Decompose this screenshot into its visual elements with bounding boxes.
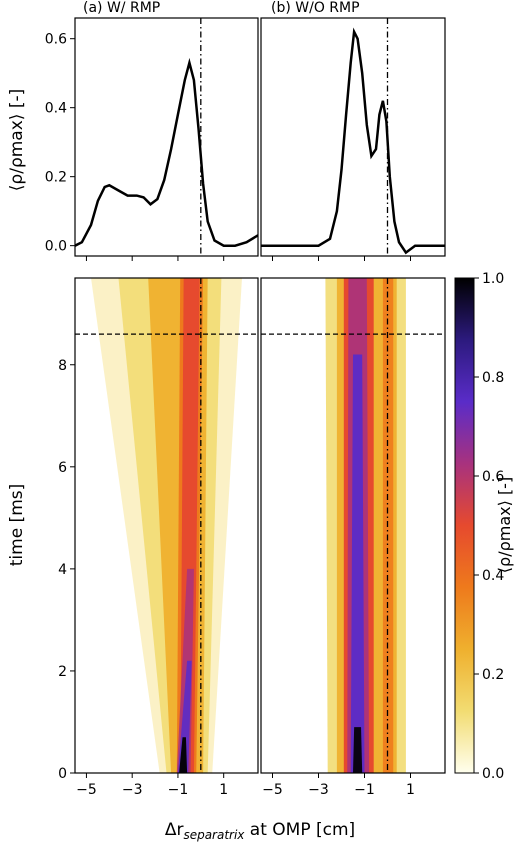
x-tick-label: 1 — [219, 782, 228, 798]
x-tick-label: −5 — [76, 782, 97, 798]
y-tick-label: 0.6 — [45, 32, 67, 48]
colorbar-tick-label: 0.4 — [482, 568, 504, 584]
profile-line-a — [75, 57, 258, 247]
axis-ticks: −5 −3 −1 1 −5 −3 −1 1 0.0 0.2 0.4 0.6 0 2 4 6 8 — [45, 32, 415, 798]
x-tick-label: −1 — [168, 782, 189, 798]
bottom-ylabel: time [ms] — [7, 484, 27, 567]
y-tick-label: 4 — [58, 562, 67, 578]
axes-frame-top-b — [260, 17, 446, 257]
top-ylabel: ⟨ρ/ρmax⟩ [-] — [7, 89, 27, 191]
colorbar-tick-label: 0.6 — [482, 469, 504, 485]
y-tick-label: 0 — [58, 766, 67, 782]
colorbar-tick-label: 1.0 — [482, 271, 504, 287]
axes-frame-bottom-b — [260, 277, 446, 774]
colorbar-tick-label: 0.2 — [482, 667, 504, 683]
y-tick-label: 8 — [58, 358, 67, 374]
y-tick-label: 6 — [58, 460, 67, 476]
axes-frame-top-a — [74, 17, 259, 257]
x-tick-label: −5 — [262, 782, 283, 798]
heatmap-b — [261, 278, 445, 773]
x-tick-label: −3 — [308, 782, 329, 798]
colorbar-tick-label: 0.0 — [482, 766, 504, 782]
colorbar-label: ⟨ρ/ρmax⟩ [-] — [495, 477, 514, 573]
colorbar — [454, 277, 475, 774]
panel-b-title: (b) W/O RMP — [271, 0, 360, 16]
y-tick-label: 0.4 — [45, 101, 67, 117]
x-tick-label: −1 — [354, 782, 375, 798]
colorbar-tick-label: 0.8 — [482, 370, 504, 386]
y-tick-label: 2 — [58, 664, 67, 680]
panel-a-title: (a) W/ RMP — [83, 0, 160, 16]
x-tick-label: −3 — [122, 782, 143, 798]
x-tick-label: 1 — [406, 782, 415, 798]
y-tick-label: 0.2 — [45, 170, 67, 186]
shared-xlabel: Δrseparatrix at OMP [cm] — [165, 820, 355, 842]
heatmap-a — [75, 278, 258, 773]
colorbar-ticks: 0.0 0.2 0.4 0.6 0.8 1.0 — [474, 271, 504, 782]
axes-frame-bottom-a — [74, 277, 259, 774]
reference-lines — [75, 18, 445, 773]
y-tick-label: 0.0 — [45, 239, 67, 255]
profile-line-b — [261, 27, 445, 255]
